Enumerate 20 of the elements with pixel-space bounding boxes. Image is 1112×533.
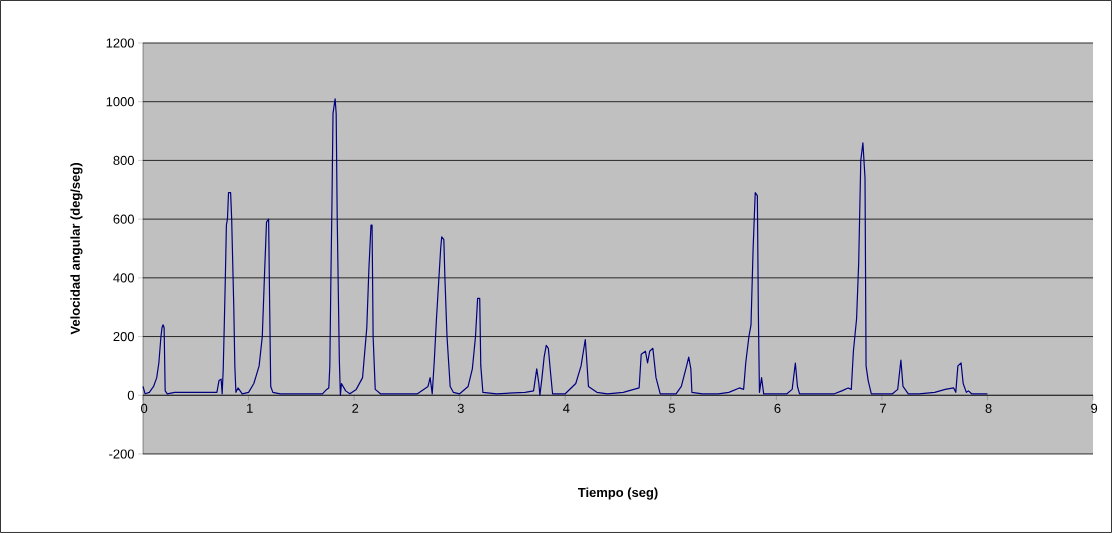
y-tick-label: 200: [113, 331, 134, 342]
x-axis-title: Tiempo (seg): [577, 487, 658, 500]
x-tick-label: 5: [668, 403, 675, 413]
y-tick-label: 0: [127, 390, 134, 400]
x-tick-label: 9: [1091, 403, 1098, 413]
y-tick-label: 400: [113, 273, 134, 283]
x-tick-label: 4: [563, 403, 570, 413]
y-tick-label: 1000: [106, 97, 134, 107]
y-tick-label: 600: [113, 214, 134, 224]
x-tick-label: 3: [457, 403, 464, 413]
y-tick-label: -200: [109, 449, 134, 459]
x-tick-label: 8: [985, 403, 992, 413]
x-tick-label: 2: [352, 403, 359, 413]
x-tick-label: 6: [774, 403, 781, 413]
y-tick-label: 1200: [106, 38, 134, 48]
y-tick-label: 800: [113, 155, 134, 165]
x-tick-label: 7: [880, 403, 886, 413]
x-tick-label: 0: [141, 403, 148, 413]
y-axis-title: Velocidad angular (deg/seg): [70, 163, 83, 335]
x-tick-label: 1: [247, 403, 253, 413]
